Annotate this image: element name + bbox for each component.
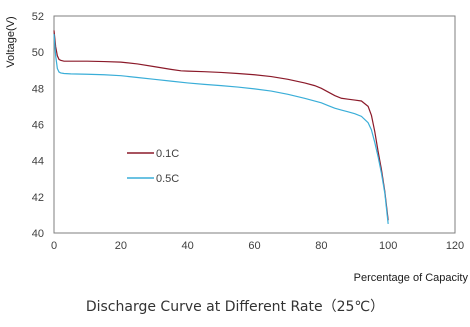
series-lines xyxy=(53,30,389,225)
x-tick-label: 40 xyxy=(182,240,194,252)
chart-caption: Discharge Curve at Different Rate（25℃） xyxy=(85,299,385,315)
x-tick-label: 80 xyxy=(315,240,327,252)
legend-label: 0.5C xyxy=(156,173,179,185)
y-tick-label: 52 xyxy=(32,11,44,23)
legend-label: 0.1C xyxy=(156,148,179,160)
y-tick-label: 44 xyxy=(32,156,44,168)
plot-frame xyxy=(53,15,456,234)
y-tick-label: 40 xyxy=(32,228,44,240)
y-tick-label: 48 xyxy=(32,83,44,95)
x-tick-label: 0 xyxy=(51,240,57,252)
y-axis-title: Voltage(V) xyxy=(5,16,17,67)
x-tick-label: 100 xyxy=(379,240,397,252)
y-tick-label: 50 xyxy=(32,47,44,59)
series-line-0-5c xyxy=(53,34,389,225)
y-tick-label: 46 xyxy=(32,120,44,132)
series-line-0-1c xyxy=(53,30,389,221)
x-tick-label: 60 xyxy=(248,240,260,252)
legend: 0.1C 0.5C xyxy=(127,148,179,185)
x-axis-ticks: 0 20 40 60 80 100 120 xyxy=(51,240,464,252)
x-tick-label: 120 xyxy=(446,240,464,252)
x-axis-title: Percentage of Capacity xyxy=(354,272,469,284)
y-tick-label: 42 xyxy=(32,192,44,204)
y-axis-ticks: 40 42 44 46 48 50 52 xyxy=(32,11,44,240)
x-tick-label: 20 xyxy=(115,240,127,252)
